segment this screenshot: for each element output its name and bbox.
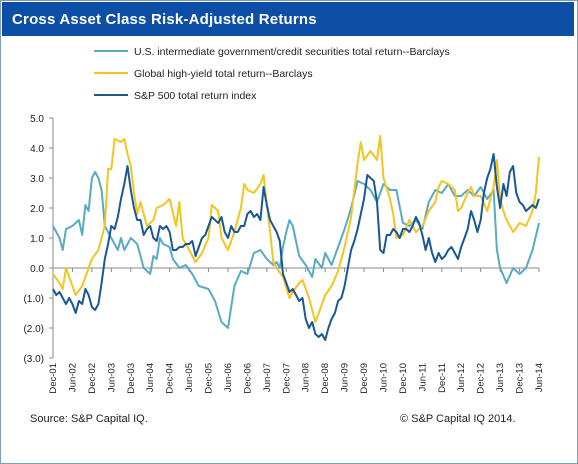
x-tick-label: Jun-07 [262, 363, 273, 392]
copyright-note: © S&P Capital IQ 2014. [400, 413, 516, 425]
x-tick-label: Dec-10 [398, 363, 409, 394]
x-tick-label: Dec-09 [359, 363, 370, 394]
x-tick-label: Jun-09 [340, 363, 351, 392]
x-tick-label: Dec-04 [165, 363, 176, 394]
x-tick-label: Jun-11 [417, 363, 428, 391]
legend: U.S. intermediate government/credit secu… [94, 46, 450, 102]
x-tick-label: Dec-08 [320, 363, 331, 394]
series-lines [52, 135, 540, 341]
x-tick-label: Jun-13 [495, 363, 506, 392]
legend-label-treasury: U.S. intermediate government/credit secu… [134, 46, 450, 58]
y-tick-label: 4.0 [30, 144, 44, 155]
x-tick-label: Jun-05 [184, 363, 195, 392]
x-tick-label: Dec-02 [87, 363, 98, 394]
x-tick-label: Dec-05 [204, 363, 215, 394]
x-tick-label: Dec-01 [48, 363, 59, 394]
chart-title: Cross Asset Class Risk-Adjusted Returns [12, 11, 317, 28]
series-line-treasury [52, 171, 540, 329]
x-tick-label: Jun-08 [301, 363, 312, 392]
y-tick-label: (2.0) [23, 324, 44, 335]
y-tick-label: 5.0 [30, 114, 44, 125]
axes: 5.0 4.0 3.0 2.0 1.0 0.0 (1.0) (2.0) (3.0) Dec-01 J… [23, 114, 545, 394]
x-tick-label: Dec-03 [126, 363, 137, 394]
x-tick-label: Dec-12 [476, 363, 487, 394]
x-tick-label: Jun-02 [67, 363, 78, 392]
series-line-sp500 [52, 153, 540, 341]
title-bar: Cross Asset Class Risk-Adjusted Returns [2, 2, 574, 36]
x-tick-label: Jun-14 [534, 363, 545, 392]
y-tick-label: (1.0) [23, 294, 44, 305]
legend-label-highyield: Global high-yield total return--Barclays [134, 68, 313, 80]
y-tick-label: 0.0 [30, 264, 44, 275]
x-tick-label: Jun-03 [106, 363, 117, 392]
x-tick-label: Jun-04 [145, 363, 156, 392]
y-tick-label: 3.0 [30, 174, 44, 185]
y-tick-label: 1.0 [30, 234, 44, 245]
series-line-highyield [52, 135, 540, 323]
legend-label-sp500: S&P 500 total return index [134, 90, 257, 102]
x-tick-label: Dec-11 [437, 363, 448, 393]
x-tick-label: Jun-12 [456, 363, 467, 392]
source-note: Source: S&P Capital IQ. [30, 413, 148, 425]
y-tick-label: (3.0) [23, 354, 44, 365]
x-tick-label: Dec-13 [515, 363, 526, 394]
y-tick-label: 2.0 [30, 204, 44, 215]
x-tick-label: Jun-06 [223, 363, 234, 392]
x-tick-label: Dec-07 [281, 363, 292, 394]
x-tick-label: Dec-06 [242, 363, 253, 394]
x-tick-label: Jun-10 [378, 363, 389, 392]
